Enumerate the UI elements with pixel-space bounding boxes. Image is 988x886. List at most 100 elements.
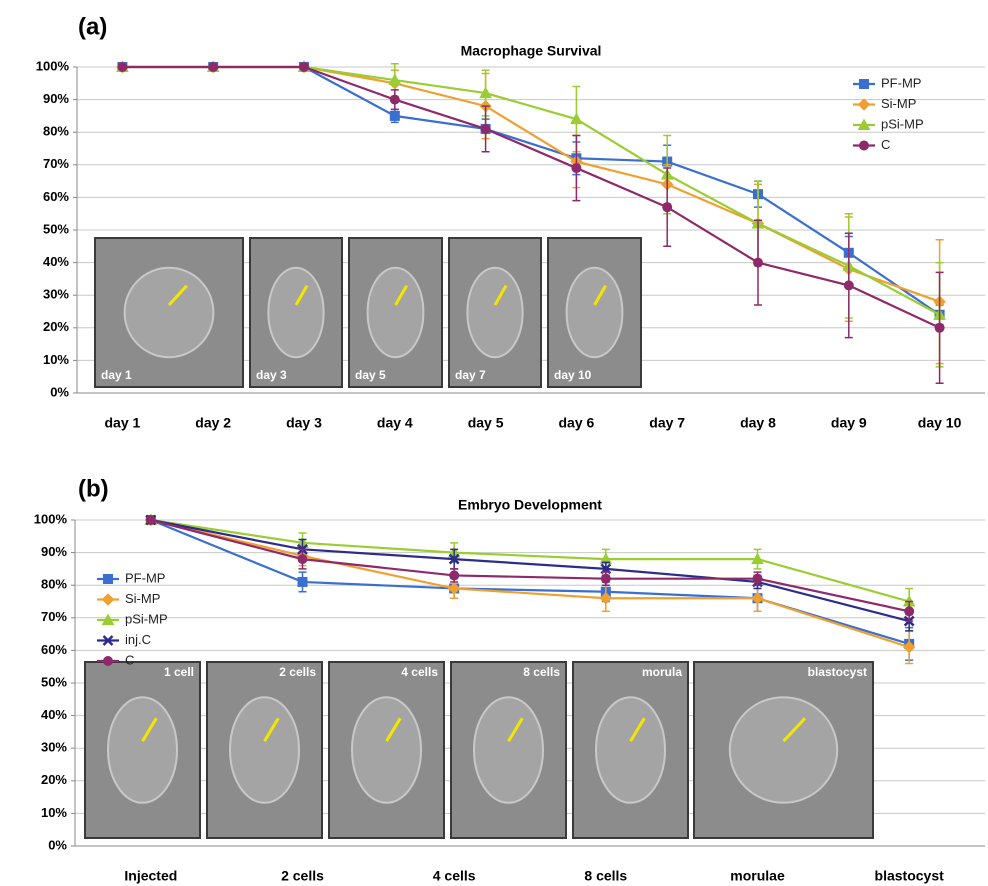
x-tick-label: day 7 bbox=[649, 415, 685, 431]
legend-marker bbox=[103, 574, 113, 584]
marker bbox=[389, 110, 400, 121]
cell-shape bbox=[466, 266, 524, 359]
series-line bbox=[122, 65, 941, 329]
y-tick-label: 90% bbox=[43, 91, 69, 106]
inset-label: 1 cell bbox=[164, 665, 194, 679]
x-tick-label: 8 cells bbox=[584, 868, 627, 884]
marker bbox=[448, 553, 460, 565]
x-tick-label: morulae bbox=[730, 868, 785, 884]
marker bbox=[934, 322, 945, 333]
inset-label: 4 cells bbox=[401, 665, 438, 679]
y-tick-label: 50% bbox=[43, 221, 69, 236]
marker bbox=[902, 640, 916, 654]
legend-marker bbox=[857, 98, 871, 111]
marker bbox=[297, 576, 308, 587]
marker bbox=[297, 554, 308, 565]
y-tick-label: 70% bbox=[41, 609, 67, 624]
marker bbox=[449, 570, 460, 581]
y-tick-label: 90% bbox=[41, 544, 67, 559]
x-tick-label: day 9 bbox=[831, 415, 867, 431]
series-line bbox=[150, 518, 910, 623]
x-tick-label: day 3 bbox=[286, 415, 322, 431]
cell-shape bbox=[229, 696, 300, 804]
legend-marker bbox=[102, 635, 114, 646]
arrow bbox=[294, 284, 309, 306]
marker bbox=[479, 86, 492, 99]
y-tick-label: 10% bbox=[43, 352, 69, 367]
chart: (a) Macrophage Survival 0% 10% 20% 30% 40% 50% 6… bbox=[36, 13, 985, 431]
inset-label: morula bbox=[642, 665, 682, 679]
legend-label: PF-MP bbox=[881, 75, 921, 90]
series-line bbox=[150, 518, 910, 613]
x-tick-label: day 5 bbox=[468, 415, 504, 431]
arrow bbox=[385, 717, 402, 742]
cell-shape bbox=[123, 266, 215, 359]
series-line bbox=[150, 518, 910, 645]
arrow bbox=[167, 284, 188, 307]
legend-marker bbox=[859, 140, 869, 151]
inset-label: day 5 bbox=[355, 368, 386, 382]
arrow bbox=[263, 717, 280, 742]
legend-label: pSi-MP bbox=[881, 116, 924, 131]
panel-label: (a) bbox=[78, 13, 107, 40]
cell-shape bbox=[267, 266, 325, 359]
arrow bbox=[629, 717, 646, 742]
chart-title: Macrophage Survival bbox=[461, 43, 602, 59]
legend-label: PF-MP bbox=[125, 570, 165, 585]
y-tick-label: 80% bbox=[41, 577, 67, 592]
x-tick-label: blastocyst bbox=[875, 868, 945, 884]
inset-label: blastocyst bbox=[808, 665, 867, 679]
y-tick-label: 80% bbox=[43, 124, 69, 139]
marker bbox=[751, 592, 764, 605]
inset-label: 2 cells bbox=[279, 665, 316, 679]
panel-label: (b) bbox=[78, 475, 109, 502]
y-tick-label: 0% bbox=[48, 837, 67, 852]
marker bbox=[388, 73, 402, 86]
y-tick-label: 100% bbox=[36, 58, 70, 73]
series-line bbox=[150, 518, 910, 603]
legend-label: Si-MP bbox=[125, 591, 160, 606]
legend-label: pSi-MP bbox=[125, 611, 168, 626]
x-tick-label: 2 cells bbox=[281, 868, 324, 884]
marker bbox=[599, 592, 613, 605]
arrow bbox=[141, 717, 158, 742]
cell-shape bbox=[107, 696, 178, 804]
marker bbox=[117, 62, 128, 72]
x-tick-label: day 2 bbox=[195, 415, 231, 431]
marker bbox=[570, 112, 583, 125]
y-tick-label: 20% bbox=[43, 319, 69, 334]
marker bbox=[904, 606, 915, 617]
series-line bbox=[150, 518, 910, 649]
cell-shape bbox=[366, 266, 425, 359]
marker bbox=[571, 163, 582, 174]
legend-marker bbox=[857, 118, 871, 130]
marker bbox=[600, 573, 611, 584]
x-tick-label: day 6 bbox=[558, 415, 594, 431]
inset-label: day 10 bbox=[554, 368, 592, 382]
arrow bbox=[507, 717, 524, 742]
x-tick-label: day 10 bbox=[918, 415, 962, 431]
cell-shape bbox=[728, 696, 839, 804]
arrow bbox=[493, 284, 508, 306]
y-tick-label: 100% bbox=[34, 511, 68, 526]
y-tick-label: 10% bbox=[41, 805, 67, 820]
inset-label: day 7 bbox=[455, 368, 486, 382]
marker bbox=[389, 94, 400, 105]
y-tick-label: 60% bbox=[43, 189, 69, 204]
marker bbox=[753, 257, 763, 268]
marker bbox=[662, 202, 673, 213]
arrow bbox=[593, 284, 607, 306]
y-tick-label: 40% bbox=[41, 707, 67, 722]
x-tick-label: day 8 bbox=[740, 415, 776, 431]
cell-shape bbox=[351, 696, 422, 804]
marker bbox=[751, 552, 764, 565]
legend-marker bbox=[103, 656, 113, 666]
chart-title: Embryo Development bbox=[458, 497, 602, 513]
cell-shape bbox=[473, 696, 544, 804]
marker bbox=[480, 123, 491, 134]
y-tick-label: 50% bbox=[41, 674, 67, 689]
legend-label: C bbox=[125, 652, 134, 667]
legend-marker bbox=[859, 79, 869, 89]
inset-label: 8 cells bbox=[523, 665, 560, 679]
